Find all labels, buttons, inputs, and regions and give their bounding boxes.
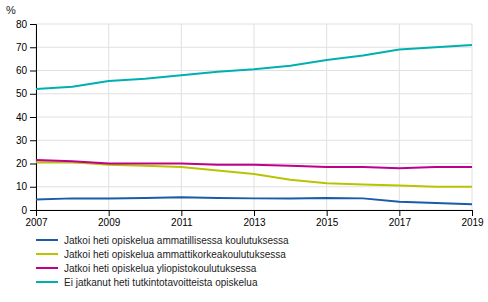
series-line bbox=[36, 160, 472, 168]
tick-mark bbox=[327, 210, 328, 216]
legend-label: Jatkoi heti opiskelua ammattikorkeakoulu… bbox=[64, 249, 286, 260]
tick-label: 60 bbox=[16, 65, 28, 76]
legend-label: Ei jatkanut heti tutkintotavoitteista op… bbox=[64, 277, 258, 288]
tick: 2013 bbox=[243, 210, 266, 228]
tick-label: 20 bbox=[16, 158, 28, 169]
tick-mark bbox=[254, 210, 255, 216]
tick-label: 2013 bbox=[243, 217, 266, 228]
legend-swatch bbox=[36, 281, 58, 283]
tick-label: 2019 bbox=[461, 217, 484, 228]
y-axis-label: % bbox=[6, 4, 16, 16]
tick-mark bbox=[30, 71, 36, 72]
axis-line bbox=[37, 211, 473, 217]
tick-mark bbox=[30, 117, 36, 118]
tick: 70 bbox=[16, 42, 36, 53]
legend-swatch bbox=[36, 267, 58, 269]
legend-item: Ei jatkanut heti tutkintotavoitteista op… bbox=[36, 277, 258, 288]
tick-label: 2015 bbox=[316, 217, 339, 228]
tick-mark bbox=[30, 94, 36, 95]
tick: 2015 bbox=[316, 210, 339, 228]
grid-line-y bbox=[36, 47, 472, 48]
grid-line-y bbox=[36, 93, 472, 94]
legend-swatch bbox=[36, 239, 58, 241]
tick: 2019 bbox=[461, 210, 484, 228]
legend-label: Jatkoi heti opiskelua yliopistokoulutuks… bbox=[64, 263, 257, 274]
tick-label: 40 bbox=[16, 112, 28, 123]
tick-label: 2009 bbox=[98, 217, 121, 228]
chart: 2007 2009 2011 2013 2015 2017 2019 0 10 20 30 40 50 6… bbox=[0, 0, 488, 302]
tick: 50 bbox=[16, 88, 36, 99]
series-line bbox=[36, 45, 472, 89]
tick: 60 bbox=[16, 65, 36, 76]
tick-label: 2011 bbox=[171, 217, 193, 228]
tick-mark bbox=[181, 210, 182, 216]
tick: 0 bbox=[21, 205, 36, 216]
tick-mark bbox=[30, 24, 36, 25]
tick: 30 bbox=[16, 135, 36, 146]
legend-item: Jatkoi heti opiskelua yliopistokoulutuks… bbox=[36, 263, 257, 274]
series-line bbox=[36, 197, 472, 204]
tick-mark bbox=[30, 164, 36, 165]
tick: 40 bbox=[16, 112, 36, 123]
tick-label: 2017 bbox=[389, 217, 412, 228]
tick: 2017 bbox=[389, 210, 412, 228]
lines bbox=[36, 45, 472, 204]
tick-label: 80 bbox=[16, 19, 28, 30]
tick-label: 10 bbox=[16, 181, 28, 192]
tick: 10 bbox=[16, 181, 36, 192]
tick-mark bbox=[472, 210, 473, 216]
grid-line-y bbox=[36, 24, 472, 25]
tick-mark bbox=[109, 210, 110, 216]
legend-item: Jatkoi heti opiskelua ammattikorkeakoulu… bbox=[36, 249, 286, 260]
tick-label: 0 bbox=[21, 205, 27, 216]
tick-label: 30 bbox=[16, 135, 28, 146]
tick: 2007 bbox=[25, 210, 48, 228]
axis-line bbox=[30, 25, 37, 211]
tick: 2009 bbox=[98, 210, 121, 228]
tick-mark bbox=[30, 140, 36, 141]
tick: 80 bbox=[16, 19, 36, 30]
grid-line-y bbox=[36, 117, 472, 118]
tick-mark bbox=[30, 210, 36, 211]
tick-label: 50 bbox=[16, 88, 28, 99]
tick: 2011 bbox=[171, 210, 193, 228]
legend-item: Jatkoi heti opiskelua ammatillisessa kou… bbox=[36, 235, 289, 246]
tick-label: 70 bbox=[16, 42, 28, 53]
tick: 20 bbox=[16, 158, 36, 169]
tick-mark bbox=[30, 47, 36, 48]
grid bbox=[36, 24, 472, 210]
tick-mark bbox=[30, 187, 36, 188]
legend-swatch bbox=[36, 253, 58, 255]
tick-label: 2007 bbox=[25, 217, 48, 228]
plot: 2007 2009 2011 2013 2015 2017 2019 0 10 20 30 40 50 6… bbox=[16, 19, 484, 228]
x-axis: 2007 2009 2011 2013 2015 2017 2019 bbox=[25, 210, 484, 228]
y-axis: 0 10 20 30 40 50 60 70 80 bbox=[16, 19, 37, 216]
legend: Jatkoi heti opiskelua ammatillisessa kou… bbox=[36, 235, 289, 288]
series-line bbox=[36, 162, 472, 186]
tick-mark bbox=[399, 210, 400, 216]
grid-line-y bbox=[36, 140, 472, 141]
legend-label: Jatkoi heti opiskelua ammatillisessa kou… bbox=[64, 235, 289, 246]
